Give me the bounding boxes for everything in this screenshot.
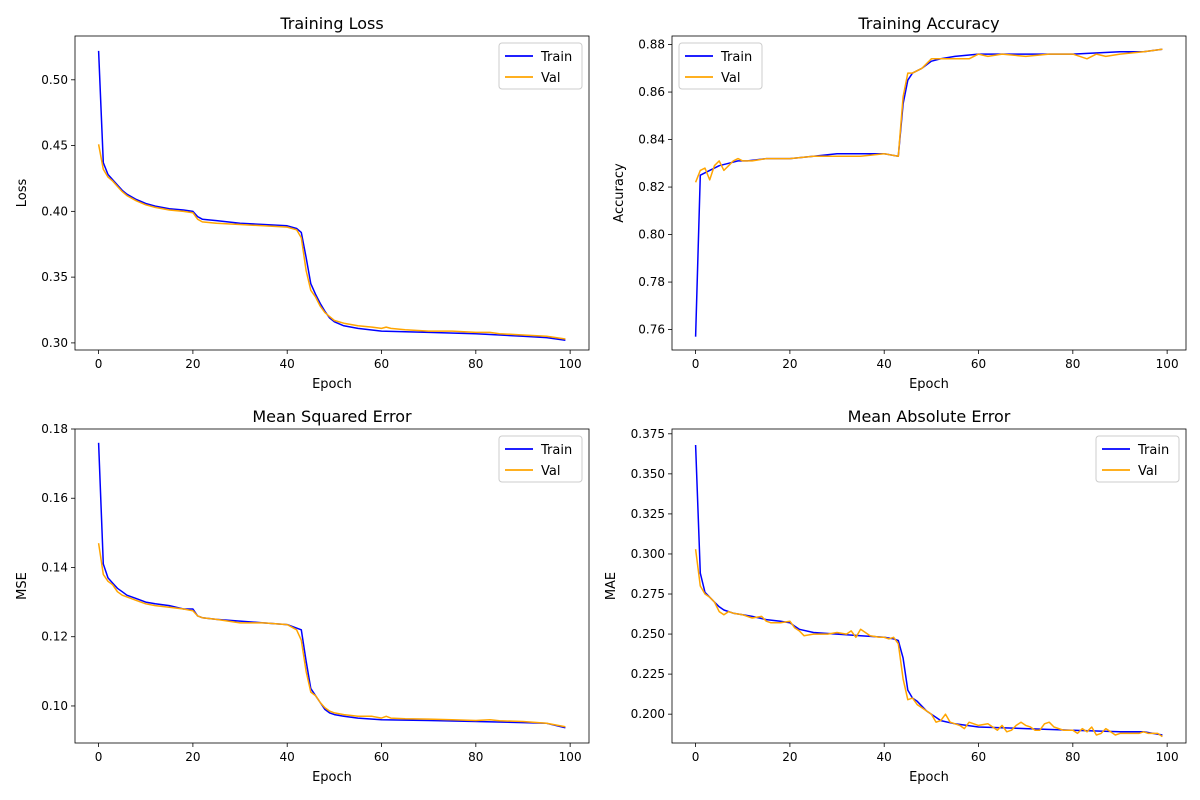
x-tick-label: 80 [1065,750,1080,764]
x-tick-label: 20 [185,357,200,371]
series-line-train [694,444,1163,736]
subplot-2: 0 20 40 60 80 100 0.76 0.78 0.80 0.82 0.84 0.86 0.88… [612,14,1187,392]
x-tick-label: 40 [877,750,892,764]
legend-label-train: Train [540,50,572,65]
x-tick-label: 100 [1156,357,1179,371]
series-line-train [694,48,1163,337]
y-tick-label: 0.10 [41,699,68,713]
y-tick-label: 0.45 [41,139,68,153]
legend: Train Val [498,435,583,483]
chart-title: Training Loss [279,14,383,33]
y-tick-label: 0.275 [631,587,665,601]
y-axis-label: MAE [604,572,619,600]
legend: Train Val [498,42,583,90]
legend-label-val: Val [721,71,740,86]
x-tick-label: 40 [877,357,892,371]
x-tick-label: 100 [559,750,582,764]
x-tick-label: 0 [95,357,103,371]
series-line-val [694,48,1163,183]
y-tick-label: 0.80 [638,228,665,242]
x-tick-label: 20 [185,750,200,764]
y-tick-label: 0.78 [638,275,665,289]
x-tick-label: 60 [971,750,986,764]
subplot-4: 0 20 40 60 80 100 0.200 0.225 0.250 0.275 0.300 0.3… [604,407,1187,785]
y-tick-label: 0.76 [638,323,665,337]
legend: Train Val [1095,435,1180,483]
x-tick-label: 0 [95,750,103,764]
x-tick-label: 60 [971,357,986,371]
y-axis-label: MSE [15,572,30,600]
y-tick-label: 0.375 [631,427,665,441]
subplot-3: 0 20 40 60 80 100 0.10 0.12 0.14 0.16 0.18 Mean Squ… [15,407,590,785]
x-tick-label: 0 [692,750,700,764]
x-axis-label: Epoch [312,770,352,785]
y-tick-label: 0.300 [631,547,665,561]
x-tick-label: 80 [1065,357,1080,371]
x-tick-label: 20 [782,357,797,371]
y-tick-label: 0.12 [41,630,68,644]
legend-label-train: Train [540,443,572,458]
y-tick-label: 0.225 [631,667,665,681]
legend-label-val: Val [1138,464,1157,479]
x-tick-label: 100 [559,357,582,371]
series-line-val [97,144,566,340]
legend-label-val: Val [541,464,560,479]
y-tick-label: 0.250 [631,627,665,641]
y-tick-label: 0.50 [41,73,68,87]
y-tick-label: 0.82 [638,180,665,194]
x-tick-label: 60 [374,750,389,764]
y-tick-label: 0.325 [631,507,665,521]
series-line-train [97,442,566,729]
y-axis-label: Loss [15,179,30,208]
x-tick-label: 60 [374,357,389,371]
chart-title: Mean Squared Error [252,407,412,426]
y-tick-label: 0.86 [638,85,665,99]
y-tick-label: 0.84 [638,133,665,147]
series-line-train [97,50,566,342]
legend-label-train: Train [1137,443,1169,458]
axes-frame [74,428,590,744]
x-tick-label: 100 [1156,750,1179,764]
chart-title: Mean Absolute Error [848,407,1011,426]
x-tick-label: 80 [468,750,483,764]
axes-frame [671,428,1187,744]
x-tick-label: 20 [782,750,797,764]
x-tick-label: 0 [692,357,700,371]
y-tick-label: 0.88 [638,38,665,52]
y-tick-label: 0.18 [41,422,68,436]
x-axis-label: Epoch [909,377,949,392]
y-tick-label: 0.350 [631,467,665,481]
legend: Train Val [678,42,763,90]
axes-frame [74,35,590,351]
x-tick-label: 40 [280,750,295,764]
y-tick-label: 0.40 [41,204,68,218]
y-tick-label: 0.16 [41,491,68,505]
series-line-val [97,543,566,728]
chart-title: Training Accuracy [857,14,999,33]
axes-frame [671,35,1187,351]
x-tick-label: 40 [280,357,295,371]
y-tick-label: 0.200 [631,707,665,721]
legend-label-train: Train [720,50,752,65]
subplot-1: 0 20 40 60 80 100 0.30 0.35 0.40 0.45 0.50 Training… [15,14,590,392]
x-tick-label: 80 [468,357,483,371]
y-tick-label: 0.14 [41,560,68,574]
legend-label-val: Val [541,71,560,86]
y-tick-label: 0.30 [41,336,68,350]
x-axis-label: Epoch [312,377,352,392]
y-axis-label: Accuracy [612,163,627,223]
x-axis-label: Epoch [909,770,949,785]
y-tick-label: 0.35 [41,270,68,284]
series-line-val [694,549,1163,738]
